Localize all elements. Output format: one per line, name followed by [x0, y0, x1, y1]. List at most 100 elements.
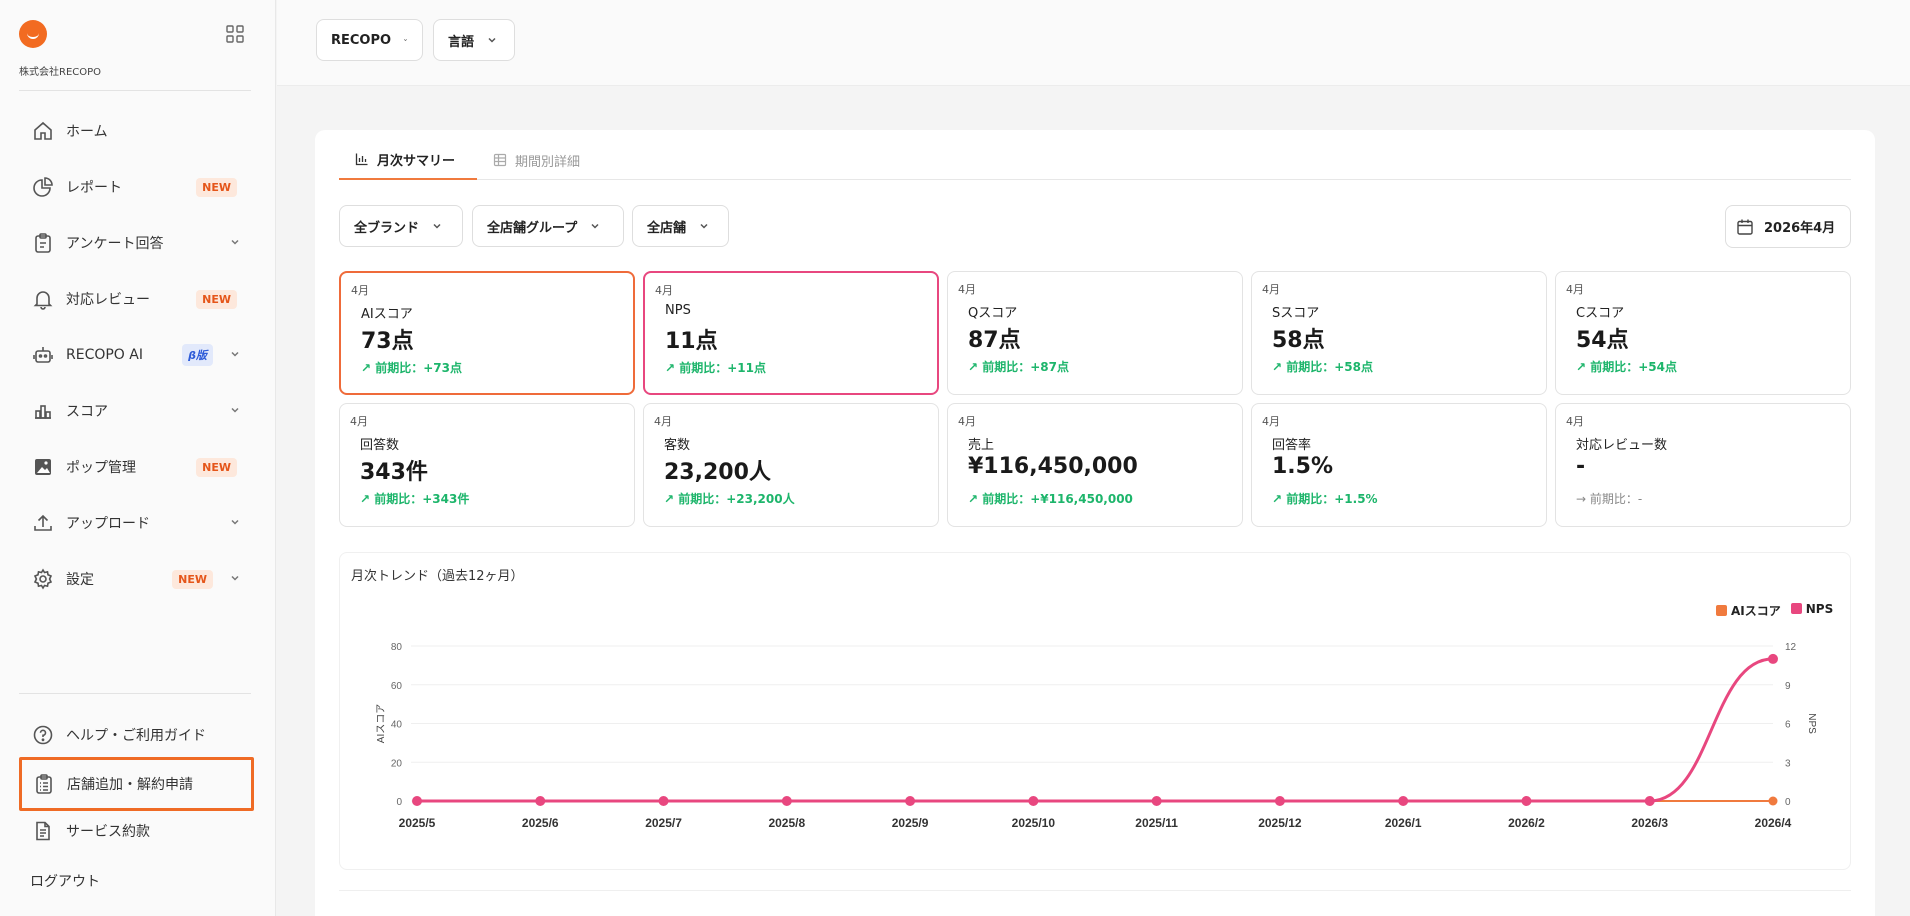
month-picker-button[interactable]: 2026年4月	[1725, 205, 1851, 248]
tab-period-detail[interactable]: 期間別詳細	[493, 140, 603, 180]
tab-bar: 月次サマリー 期間別詳細	[339, 140, 1851, 180]
clipboard-icon	[35, 233, 51, 253]
metric-month: 4月	[351, 284, 369, 297]
calendar-icon	[1737, 219, 1753, 235]
store-group-filter-value: 全店舗グループ	[487, 220, 578, 236]
metric-card[interactable]: 4月 NPS 11点 ↗ 前期比：+11点	[643, 271, 939, 395]
data-point-nps	[1151, 796, 1162, 806]
metric-name: Cスコア	[1576, 306, 1625, 321]
metric-card[interactable]: 4月 Cスコア 54点 ↗ 前期比：+54点	[1555, 271, 1851, 395]
metric-delta: ↗ 前期比：+1.5%	[1272, 492, 1378, 506]
new-badge: NEW	[196, 177, 237, 197]
chevron-down-icon	[231, 351, 239, 357]
sidebar-item-pop[interactable]: ポップ管理 NEW	[19, 447, 251, 487]
sidebar-item-label: アンケート回答	[66, 236, 164, 252]
metric-card[interactable]: 4月 Sスコア 58点 ↗ 前期比：+58点	[1251, 271, 1547, 395]
sidebar-item-settings[interactable]: 設定 NEW	[19, 559, 251, 599]
company-name: 株式会社RECOPO	[19, 67, 102, 78]
x-tick-label: 2026/2	[1508, 816, 1545, 830]
sidebar-item-help[interactable]: ヘルプ・ご利用ガイド	[19, 714, 251, 756]
metric-name: 客数	[664, 438, 691, 453]
chevron-down-icon	[231, 519, 239, 525]
metric-value: 23,200人	[664, 460, 771, 485]
data-point-nps	[1768, 653, 1778, 664]
metric-delta: ↗ 前期比：+11点	[665, 361, 766, 375]
logout-link[interactable]: ログアウト	[30, 874, 100, 890]
company-select-value: RECOPO	[331, 32, 392, 48]
y2-tick-label: 12	[1785, 642, 1797, 653]
metric-value: 343件	[360, 460, 428, 485]
metric-month: 4月	[1262, 415, 1280, 428]
bar-chart-icon	[35, 405, 51, 419]
sidebar-item-store-application[interactable]: 店舗追加・解約申請	[19, 757, 254, 811]
metric-delta: ↗ 前期比：+73点	[361, 361, 462, 375]
sidebar-item-review[interactable]: 対応レビュー NEW	[19, 279, 251, 319]
chevron-down-icon	[404, 39, 407, 42]
brand-logo[interactable]	[19, 20, 47, 48]
store-filter[interactable]: 全店舗	[632, 205, 729, 247]
metric-value: 11点	[665, 329, 718, 354]
sidebar-item-label: RECOPO AI	[66, 347, 143, 363]
sidebar-item-upload[interactable]: アップロード	[19, 503, 251, 543]
data-point-nps	[1274, 796, 1285, 806]
metric-month: 4月	[350, 415, 368, 428]
sidebar-item-label: 店舗追加・解約申請	[67, 777, 193, 793]
trend-title: 月次トレンド（過去12ヶ月）	[351, 569, 524, 584]
sidebar-item-label: アップロード	[66, 516, 150, 532]
metric-card[interactable]: 4月 Qスコア 87点 ↗ 前期比：+87点	[947, 271, 1243, 395]
metric-month: 4月	[1566, 415, 1584, 428]
metric-month: 4月	[654, 415, 672, 428]
sidebar-item-score[interactable]: スコア	[19, 391, 251, 431]
app-grid-icon[interactable]	[226, 25, 244, 43]
y-tick-label: 60	[391, 681, 403, 692]
help-circle-icon	[33, 725, 53, 745]
new-badge: NEW	[196, 457, 237, 477]
metric-name: 回答率	[1272, 438, 1312, 453]
sidebar-item-label: ホーム	[66, 124, 108, 140]
sidebar-item-terms[interactable]: サービス約款	[19, 810, 251, 852]
sidebar-item-recopo-ai[interactable]: RECOPO AI β版	[19, 335, 251, 375]
data-point-nps	[781, 796, 792, 806]
tab-monthly-summary[interactable]: 月次サマリー	[339, 140, 477, 180]
table-icon	[493, 153, 507, 167]
store-group-filter[interactable]: 全店舗グループ	[472, 205, 624, 247]
metric-card[interactable]: 4月 回答数 343件 ↗ 前期比：+343件	[339, 403, 635, 527]
sidebar-item-label: 設定	[66, 572, 94, 588]
pie-chart-icon	[33, 177, 53, 197]
data-point-nps	[535, 796, 546, 806]
sidebar-item-report[interactable]: レポート NEW	[19, 167, 251, 207]
y2-tick-label: 3	[1785, 758, 1791, 769]
home-icon	[34, 121, 52, 140]
metric-value: 1.5%	[1272, 454, 1334, 479]
y-tick-label: 40	[391, 720, 403, 731]
legend-item-ai-score[interactable]: AIスコア	[1716, 602, 1781, 619]
sidebar-item-survey[interactable]: アンケート回答	[19, 223, 251, 263]
metric-name: 対応レビュー数	[1576, 438, 1668, 453]
month-picker-value: 2026年4月	[1764, 221, 1836, 236]
brand-filter-value: 全ブランド	[354, 220, 420, 236]
metric-card[interactable]: 4月 客数 23,200人 ↗ 前期比：+23,200人	[643, 403, 939, 527]
legend-item-nps[interactable]: NPS	[1790, 602, 1833, 619]
metric-card[interactable]: 4月 AIスコア 73点 ↗ 前期比：+73点	[339, 271, 635, 395]
sidebar-item-label: スコア	[66, 404, 108, 420]
store-filter-value: 全店舗	[647, 220, 687, 236]
brand-filter[interactable]: 全ブランド	[339, 205, 463, 247]
chevron-down-icon	[700, 223, 708, 229]
x-tick-label: 2026/1	[1385, 816, 1422, 830]
upload-icon	[34, 514, 52, 531]
y-tick-label: 0	[396, 797, 402, 808]
metric-card[interactable]: 4月 対応レビュー数 - → 前期比：-	[1555, 403, 1851, 527]
divider	[19, 693, 251, 694]
trend-chart: 0 20 40 60 80 0 3 6 9 12 AIスコア NPS 2025/5 2025/6 2025/…	[376, 642, 1817, 830]
sidebar-item-home[interactable]: ホーム	[19, 111, 251, 151]
bar-chart-icon	[355, 153, 368, 166]
sidebar-item-label: サービス約款	[66, 824, 150, 840]
company-select[interactable]: RECOPO	[316, 19, 423, 61]
sidebar-item-label: ポップ管理	[66, 460, 136, 476]
robot-icon	[33, 347, 53, 363]
metric-card[interactable]: 4月回答率 1.5% ↗ 前期比：+1.5%	[1251, 403, 1547, 527]
metric-card[interactable]: 4月 売上 ¥116,450,000 ↗ 前期比：+¥116,450,000	[947, 403, 1243, 527]
y2-axis-title: NPS	[1806, 713, 1817, 734]
metric-name: AIスコア	[361, 307, 413, 322]
language-select[interactable]: 言語	[433, 19, 515, 61]
